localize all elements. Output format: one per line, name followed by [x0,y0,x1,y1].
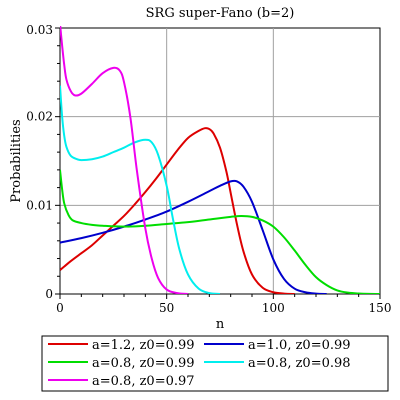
tick-labels: 0 50 100 150 0 0.01 0.02 0.03 [26,23,391,315]
x-axis-label: n [216,317,225,332]
y-tick-label: 0.01 [26,198,53,212]
legend-box [41,335,389,392]
grid-lines [60,28,380,294]
chart-title: SRG super-Fano (b=2) [146,6,295,21]
y-tick-label: 0.03 [26,23,53,37]
y-axis-label: Probabilities [9,119,24,202]
x-tick-label: 50 [159,301,174,315]
y-tick-label: 0.02 [26,110,53,124]
legend-label-4: a=0.8, z0=0.98 [248,356,351,371]
legend: a=1.2, z0=0.99 a=1.0, z0=0.99 a=0.8, z0=0.… [48,338,351,389]
legend-label-5: a=0.8, z0=0.97 [92,374,195,389]
series-group [60,26,380,294]
legend-label-2: a=1.0, z0=0.99 [248,338,351,353]
x-tick-label: 100 [262,301,285,315]
x-tick-label: 150 [369,301,392,315]
legend-label-3: a=0.8, z0=0.99 [92,356,195,371]
series-line-5 [60,26,189,294]
series-line-4 [60,85,221,294]
series-line-3 [60,169,380,294]
plot-frame [59,27,381,295]
y-tick-label: 0 [45,287,53,301]
axes [55,27,381,299]
legend-label-1: a=1.2, z0=0.99 [92,338,195,353]
x-tick-label: 0 [56,301,64,315]
series-line-1 [60,127,295,294]
